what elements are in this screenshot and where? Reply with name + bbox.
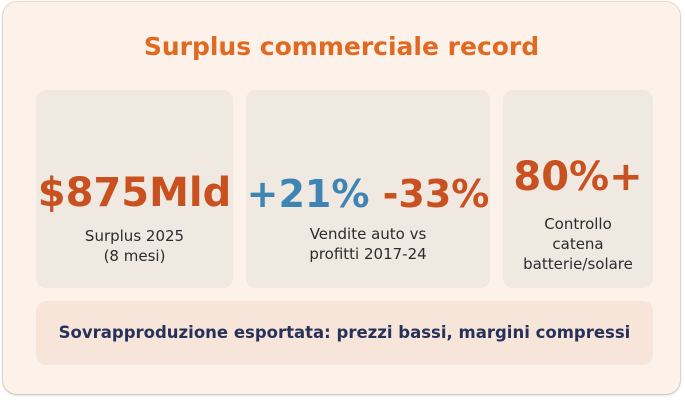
infographic-card: Surplus commerciale record $875Mld Surpl… (3, 2, 680, 394)
stat-value-positive: +21% (246, 172, 370, 216)
stat-panel-surplus: $875Mld Surplus 2025 (8 mesi) (36, 90, 233, 288)
stat-caption-line: Vendite auto vs (309, 225, 427, 243)
stat-value-surplus: $875Mld (37, 170, 232, 216)
stat-value-supply-chain: 80%+ (513, 154, 643, 200)
summary-banner-text: Sovrapproduzione esportata: prezzi bassi… (58, 323, 631, 342)
stat-caption-line: profitti 2017-24 (309, 245, 427, 263)
stat-value-negative: -33% (382, 172, 490, 216)
stat-caption-supply-chain: Controllo catena batterie/solare (503, 214, 653, 274)
stat-caption-line: catena (552, 235, 604, 253)
stat-caption-surplus: Surplus 2025 (8 mesi) (36, 226, 233, 266)
stat-caption-line: Controllo (544, 215, 612, 233)
stat-caption-line: (8 mesi) (103, 247, 166, 265)
stat-caption-line: batterie/solare (523, 255, 633, 273)
summary-banner: Sovrapproduzione esportata: prezzi bassi… (36, 301, 653, 365)
stat-panel-supply-chain: 80%+ Controllo catena batterie/solare (503, 90, 653, 288)
page-title: Surplus commerciale record (143, 32, 540, 61)
stat-value-auto: +21% -33% (246, 172, 490, 216)
stat-caption-auto: Vendite auto vs profitti 2017-24 (246, 224, 490, 264)
stat-caption-line: Surplus 2025 (84, 227, 185, 245)
stat-panel-auto: +21% -33% Vendite auto vs profitti 2017-… (246, 90, 490, 288)
